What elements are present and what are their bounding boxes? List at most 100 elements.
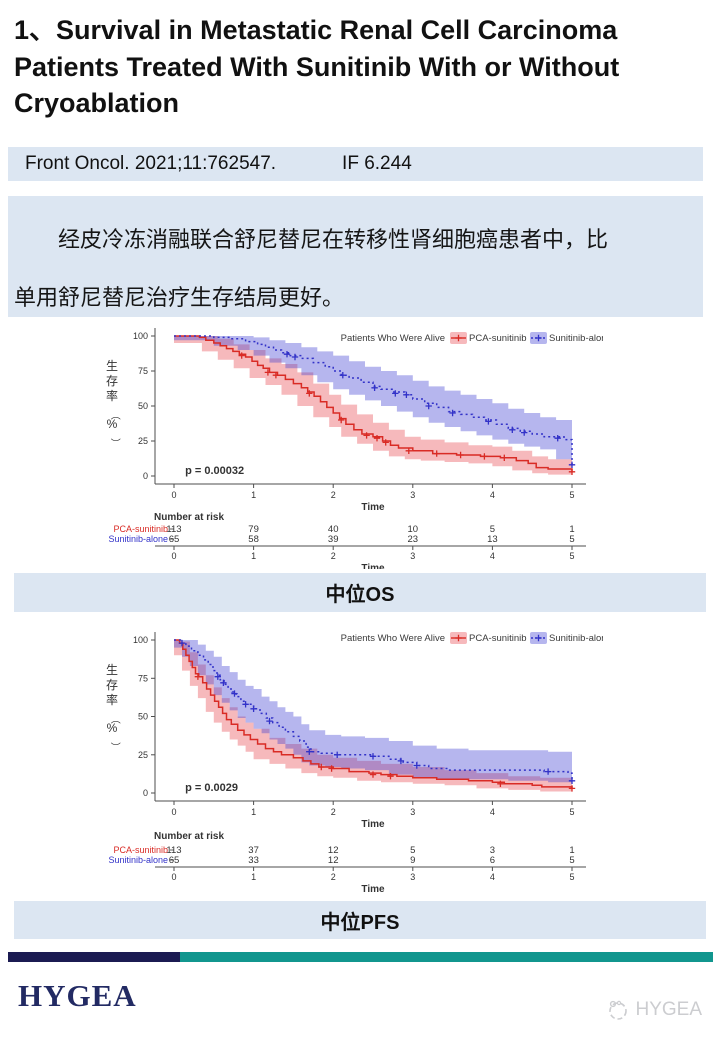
svg-text:2: 2	[331, 872, 336, 882]
svg-text:生: 生	[106, 663, 118, 677]
svg-text:Number at risk: Number at risk	[154, 831, 224, 842]
citation-bar: Front Oncol. 2021;11:762547. IF 6.244	[8, 147, 703, 181]
y-axis-label: 生存率 （% ）	[106, 663, 121, 752]
svg-text:率: 率	[106, 388, 118, 403]
svg-text:65: 65	[169, 534, 180, 545]
svg-text:113: 113	[166, 524, 181, 535]
p-value: p = 0.0029	[185, 782, 238, 794]
svg-text:2: 2	[331, 807, 336, 817]
svg-text:2: 2	[331, 551, 336, 561]
os-section-label: 中位OS	[325, 584, 395, 606]
svg-text:1: 1	[251, 807, 256, 817]
km-curve-Sunitinib-alone	[174, 335, 573, 465]
svg-text:（: （	[109, 714, 121, 724]
footer-divider-teal	[180, 952, 713, 962]
svg-text:4: 4	[490, 807, 495, 817]
svg-text:0: 0	[171, 872, 176, 882]
page-title: 1、Survival in Metastatic Renal Cell Carc…	[14, 15, 620, 119]
summary-box: 经皮冷冻消融联合舒尼替尼在转移性肾细胞癌患者中，比 单用舒尼替尼治疗生存结局更好…	[8, 196, 703, 317]
svg-text:0: 0	[143, 471, 148, 481]
svg-text:12: 12	[328, 855, 339, 866]
svg-text:65: 65	[169, 855, 180, 866]
svg-text:3: 3	[410, 872, 415, 882]
axes: 0 25 50 75 100 0 1 2 3 4 5 Time	[133, 328, 586, 513]
pfs-section-label: 中位PFS	[320, 911, 400, 934]
svg-text:1: 1	[251, 872, 256, 882]
svg-text:37: 37	[248, 845, 259, 856]
svg-text:4: 4	[490, 551, 495, 561]
svg-text:25: 25	[138, 750, 148, 760]
svg-text:5: 5	[410, 845, 415, 856]
pfs-section-bar: 中位PFS	[14, 901, 706, 939]
svg-text:Time: Time	[361, 563, 385, 569]
svg-text:5: 5	[569, 534, 574, 545]
svg-text:%: %	[107, 417, 118, 431]
km-curve-Sunitinib-alone	[174, 639, 573, 781]
svg-text:75: 75	[138, 673, 148, 683]
svg-text:Sunitinib-alone: Sunitinib-alone	[549, 633, 603, 644]
svg-text:Sunitinib-alone: Sunitinib-alone	[108, 855, 168, 865]
summary-line-2: 单用舒尼替尼治疗生存结局更好。	[14, 285, 345, 310]
svg-text:0: 0	[171, 490, 176, 500]
watermark-globe-icon	[609, 1000, 628, 1020]
svg-text:5: 5	[569, 872, 574, 882]
svg-text:39: 39	[328, 534, 339, 545]
svg-text:PCA-sunitinib: PCA-sunitinib	[469, 633, 527, 644]
svg-text:存: 存	[106, 374, 118, 388]
svg-text:PCA-sunitinib: PCA-sunitinib	[113, 845, 168, 855]
footer-divider-navy	[8, 952, 180, 962]
svg-text:%: %	[107, 721, 118, 735]
svg-text:0: 0	[171, 807, 176, 817]
svg-text:6: 6	[490, 855, 495, 866]
svg-text:5: 5	[490, 524, 495, 535]
svg-text:3: 3	[490, 845, 495, 856]
svg-text:5: 5	[569, 490, 574, 500]
svg-text:1: 1	[569, 845, 574, 856]
ci-band-Sunitinib-alone	[174, 336, 572, 460]
os-section-bar: 中位OS	[14, 573, 706, 612]
y-axis-label: 生存率 （% ）	[106, 359, 121, 448]
pfs-km-chart: 0 25 50 75 100 0 1 2 3 4 5 Time 生存率（%） p = 0.0029 Pati…	[88, 626, 612, 895]
svg-text:Patients Who Were Alive: Patients Who Were Alive	[341, 633, 445, 644]
svg-text:40: 40	[328, 524, 339, 535]
svg-text:Number at risk: Number at risk	[154, 512, 224, 523]
svg-text:）: ）	[109, 438, 121, 448]
svg-text:1: 1	[251, 551, 256, 561]
svg-text:存: 存	[106, 678, 118, 692]
svg-text:3: 3	[410, 551, 415, 561]
svg-text:0: 0	[143, 788, 148, 798]
svg-text:4: 4	[490, 490, 495, 500]
svg-text:1: 1	[569, 524, 574, 535]
svg-text:PCA-sunitinib: PCA-sunitinib	[113, 524, 168, 534]
svg-text:Sunitinib-alone: Sunitinib-alone	[549, 333, 603, 344]
svg-text:Time: Time	[361, 502, 385, 513]
svg-text:3: 3	[410, 490, 415, 500]
svg-text:10: 10	[408, 524, 419, 535]
svg-text:13: 13	[487, 534, 498, 545]
svg-text:4: 4	[490, 872, 495, 882]
svg-text:（: （	[109, 410, 121, 420]
watermark: HYGEA	[606, 998, 702, 1022]
legend: Patients Who Were Alive PCA-sunitinib Suni…	[341, 632, 612, 644]
os-km-chart: 0 25 50 75 100 0 1 2 3 4 5 Time 生存率（%） p = 0.00032 Pat…	[88, 316, 612, 574]
watermark-text: HYGEA	[635, 999, 702, 1020]
svg-text:Time: Time	[361, 884, 385, 893]
svg-text:1: 1	[251, 490, 256, 500]
ci-band-PCA-sunitinib	[174, 640, 572, 792]
legend: Patients Who Were Alive PCA-sunitinib Suni…	[341, 332, 612, 344]
svg-text:0: 0	[171, 551, 176, 561]
svg-text:5: 5	[569, 551, 574, 561]
svg-text:75: 75	[138, 366, 148, 376]
km-curve-PCA-sunitinib	[174, 335, 573, 472]
svg-text:Sunitinib-alone: Sunitinib-alone	[108, 534, 168, 544]
svg-text:PCA-sunitinib: PCA-sunitinib	[469, 333, 527, 344]
svg-text:）: ）	[109, 742, 121, 752]
svg-text:3: 3	[410, 807, 415, 817]
svg-text:113: 113	[166, 845, 181, 856]
hygea-logo: HYGEA	[18, 978, 137, 1013]
svg-text:Time: Time	[361, 819, 385, 830]
